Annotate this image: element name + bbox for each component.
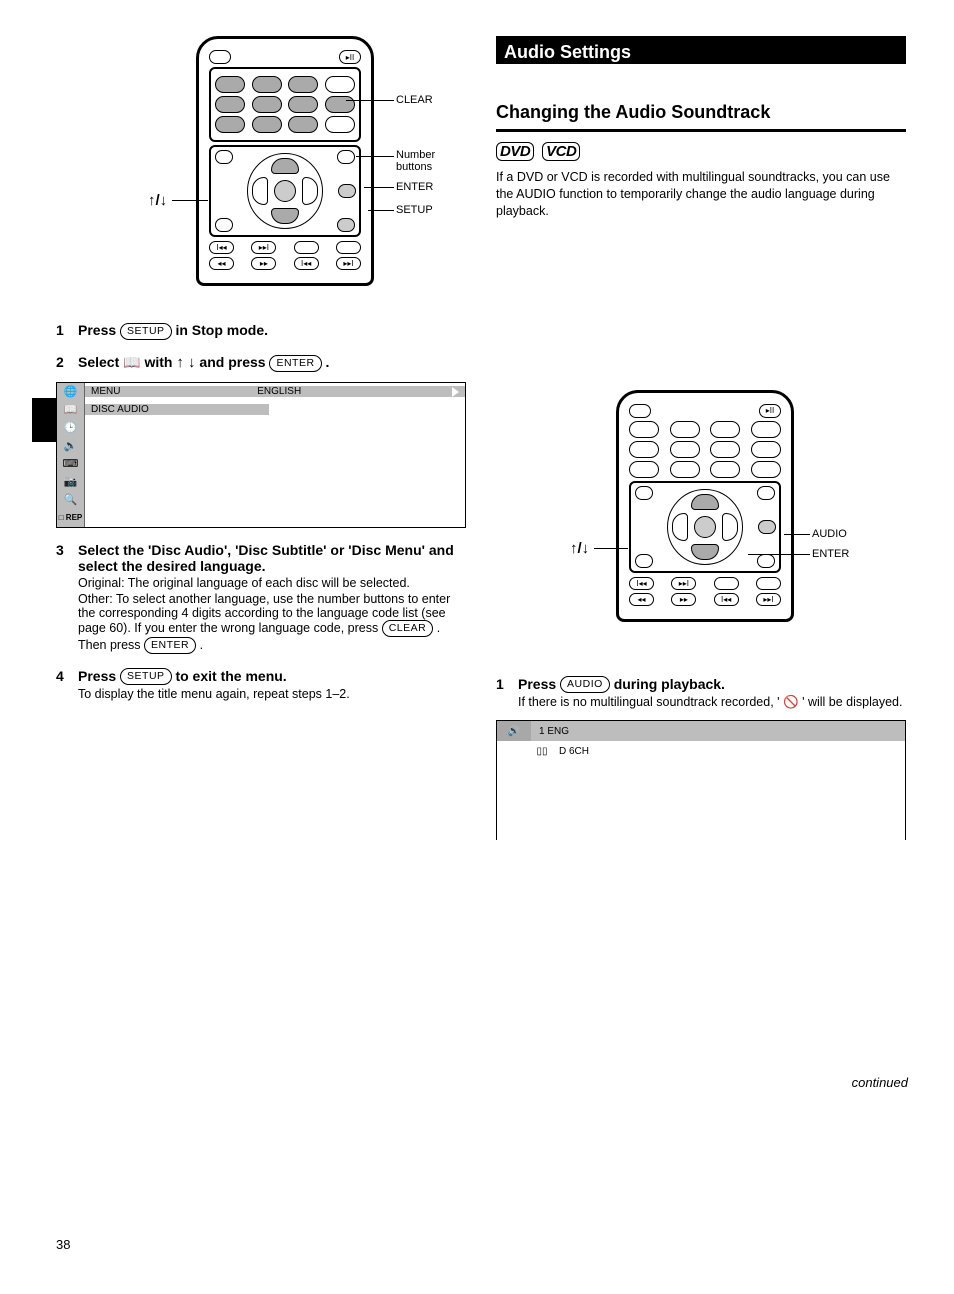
osd-icon-audio: 🔊 [57,437,85,455]
setup-button-remote [337,218,355,232]
step-1-left: 1 Press SETUP in Stop mode. [56,322,466,340]
osd-row-discaudio: DISC AUDIO [85,404,269,415]
return-button [215,218,233,232]
page-title: Changing the Audio Soundtrack [496,102,906,123]
page-number: 38 [56,1237,70,1252]
osd-audio: 🔊 1 ENG ▯▯ D 6CH [496,720,906,840]
label-audio: AUDIO [812,528,847,540]
step-2-left: 2 Select 📖 with ↑ ↓ and press ENTER . [56,354,466,372]
title-rule [496,129,906,132]
step-1-right: 1 Press AUDIO during playback. If there … [496,676,906,711]
badge-dvd: DVD [496,142,534,161]
step3-main: Select the 'Disc Audio', 'Disc Subtitle'… [78,542,454,574]
label-clear: CLEAR [396,94,433,106]
pill-audio: AUDIO [560,676,610,693]
disc-badges: DVD VCD [496,142,906,161]
pill-enter: ENTER [269,355,321,372]
prohibit-icon: 🚫 [783,695,799,709]
enter-button-remote [338,184,356,198]
osd-menu-left: 🌐 MENU ENGLISH 📖 DISC AUDIO 🕒 🔊 ⌨ 📷 🔍 □ … [56,382,466,528]
left-column: ▸II [56,36,466,840]
step-4-left: 4 Press SETUP to exit the menu. To displ… [56,668,466,702]
disc-icon: 📖 [123,354,140,370]
label-arrows-r1: ↑/↓ [148,192,167,209]
label-numbers: Number buttons [396,149,466,173]
badge-vcd: VCD [542,142,580,161]
audio-button-remote [758,520,776,534]
label-setup: SETUP [396,204,433,216]
arrows-icon: ↑ ↓ [176,354,195,371]
pill-setup-2: SETUP [120,668,172,685]
right-column: Audio Settings Changing the Audio Soundt… [496,36,906,840]
continued-label: continued [852,1075,908,1090]
clear-button [325,96,355,113]
osd-icon-rep: □ REP [57,509,85,527]
osd-triangle-icon [452,387,459,397]
osd-row-menu: MENU ENGLISH [85,386,465,397]
osd-icon-zoom: 🔍 [57,491,85,509]
osd-icon-clock: 🕒 [57,419,85,437]
label-arrows-r2: ↑/↓ [570,540,589,557]
osd-audio-icon: 🔊 [497,721,531,741]
osd-icon-disc: 📖 [57,401,85,419]
osd-audio-label: 1 ENG [531,726,569,737]
remote-illustration-right: ▸II [496,390,906,660]
label-enter-r2: ENTER [812,548,849,560]
intro-text: If a DVD or VCD is recorded with multili… [496,169,906,220]
remote-illustration-left: ▸II [56,36,466,306]
pill-setup: SETUP [120,323,172,340]
step3-extra1: Original: The original language of each … [78,576,466,590]
osd-icon-cam: 📷 [57,473,85,491]
step4-extra: To display the title menu again, repeat … [78,687,466,701]
osd-audio-sub: D 6CH [553,746,589,757]
pill-enter-2: ENTER [144,637,196,654]
pill-clear-2: CLEAR [382,620,434,637]
osd-icon-lang: 🌐 [57,383,85,401]
osd-icon-kbd: ⌨ [57,455,85,473]
step-3-left: 3 Select the 'Disc Audio', 'Disc Subtitl… [56,542,466,654]
enter-button-remote-2 [694,516,716,538]
label-enter-r1: ENTER [396,181,433,193]
